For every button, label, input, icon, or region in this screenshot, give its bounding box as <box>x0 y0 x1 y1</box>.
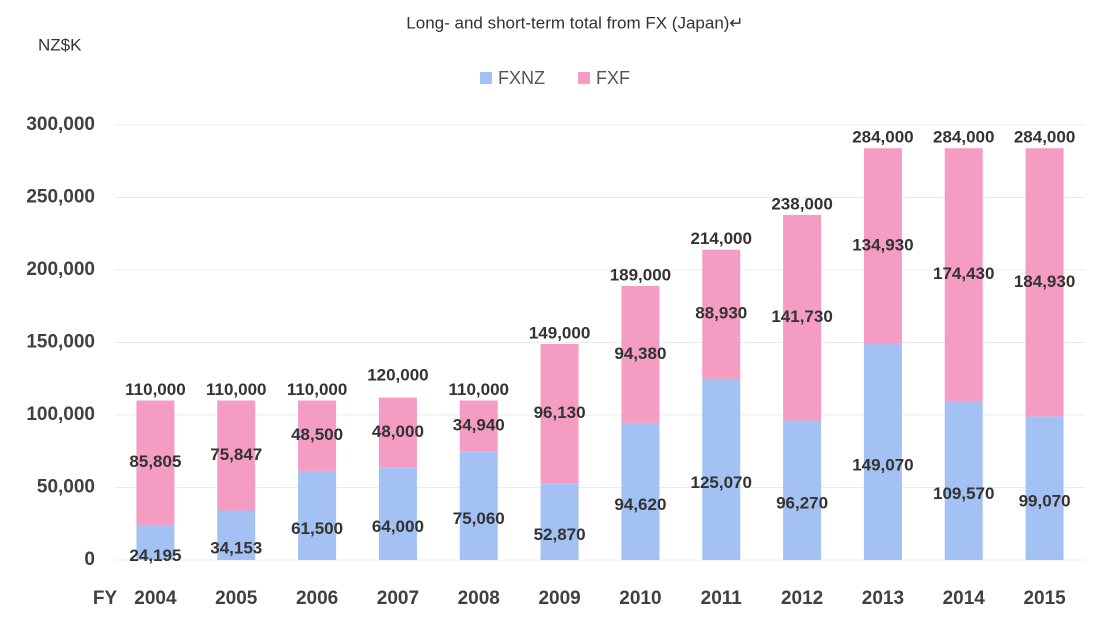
bar-segment <box>136 400 175 525</box>
data-label: 109,570 <box>933 484 994 503</box>
bar-segment <box>298 400 337 471</box>
bar-segment <box>378 397 417 468</box>
total-label: 214,000 <box>691 229 752 248</box>
y-tick-label: 200,000 <box>26 259 95 280</box>
data-label: 96,270 <box>776 494 828 513</box>
total-label: 120,000 <box>367 365 428 384</box>
data-label: 85,805 <box>129 452 181 471</box>
total-label: 284,000 <box>1014 128 1075 147</box>
bar-segment <box>298 470 337 560</box>
data-label: 94,620 <box>614 495 666 514</box>
data-label: 52,870 <box>534 525 586 544</box>
x-tick-label: 2011 <box>701 588 743 609</box>
data-label: 34,153 <box>210 539 262 558</box>
data-label: 134,930 <box>852 236 913 255</box>
data-label: 149,070 <box>852 455 913 474</box>
data-label: 94,380 <box>614 344 666 363</box>
x-tick-label: 2005 <box>215 588 258 609</box>
data-label: 88,930 <box>695 304 747 323</box>
bar-segment <box>944 401 983 560</box>
data-label: 141,730 <box>771 307 832 326</box>
y-tick-label: 100,000 <box>26 404 95 425</box>
y-tick-label: 300,000 <box>26 114 95 135</box>
data-label: 174,430 <box>933 264 994 283</box>
x-tick-label: 2009 <box>538 588 580 609</box>
x-tick-label: 2008 <box>458 588 500 609</box>
bar-segment <box>136 524 175 560</box>
x-tick-label: 2004 <box>134 588 177 609</box>
data-label: 125,070 <box>691 473 752 492</box>
data-label: 61,500 <box>291 519 343 538</box>
x-tick-label: 2014 <box>943 588 986 609</box>
total-label: 284,000 <box>852 128 913 147</box>
y-axis-label: NZ$K <box>38 35 82 54</box>
total-label: 110,000 <box>125 380 186 399</box>
data-label: 96,130 <box>534 403 586 422</box>
data-label: 34,940 <box>453 415 505 434</box>
total-label: 110,000 <box>206 380 267 399</box>
y-tick-label: 0 <box>84 549 95 570</box>
data-label: 24,195 <box>129 546 181 565</box>
y-tick-label: 250,000 <box>26 187 95 208</box>
bar-segment <box>783 420 822 560</box>
data-label: 48,500 <box>291 425 343 444</box>
bar-segment <box>621 285 660 423</box>
bar-segment <box>459 451 498 560</box>
bar-segment <box>540 343 579 484</box>
bar-segment <box>702 378 741 560</box>
x-tick-label: 2007 <box>377 588 419 609</box>
legend-swatch <box>480 72 492 84</box>
bar-segment <box>863 343 902 560</box>
bar-segment <box>378 467 417 560</box>
x-tick-label: 2012 <box>781 588 823 609</box>
x-tick-label: 2015 <box>1023 588 1066 609</box>
x-axis-label: FY <box>93 588 118 609</box>
bar-segment <box>1025 148 1064 417</box>
bar-segment <box>621 422 660 560</box>
data-label: 99,070 <box>1019 492 1071 511</box>
y-tick-label: 50,000 <box>37 477 95 498</box>
legend-swatch <box>578 72 590 84</box>
chart-title: Long- and short-term total from FX (Japa… <box>406 13 743 32</box>
legend-label: FXF <box>596 68 630 88</box>
x-tick-label: 2013 <box>862 588 904 609</box>
data-label: 75,060 <box>453 509 505 528</box>
total-label: 110,000 <box>287 380 348 399</box>
data-label: 48,000 <box>372 422 424 441</box>
x-tick-label: 2006 <box>296 588 338 609</box>
bar-segment <box>540 483 579 560</box>
data-label: 184,930 <box>1014 272 1075 291</box>
data-label: 75,847 <box>210 445 262 464</box>
legend-label: FXNZ <box>498 68 545 88</box>
total-label: 149,000 <box>529 323 590 342</box>
bar-segment <box>1025 416 1064 560</box>
bar-segment <box>459 400 498 452</box>
bar-segment <box>783 214 822 421</box>
bar-segment <box>217 510 256 560</box>
data-label: 64,000 <box>372 517 424 536</box>
total-label: 189,000 <box>610 265 671 284</box>
bar-segment <box>702 249 741 379</box>
bar-segment <box>217 400 256 511</box>
total-label: 238,000 <box>771 194 832 213</box>
bar-segment <box>944 148 983 402</box>
x-tick-label: 2010 <box>619 588 661 609</box>
total-label: 110,000 <box>448 380 509 399</box>
bar-segment <box>863 148 902 344</box>
y-tick-label: 150,000 <box>26 332 95 353</box>
total-label: 284,000 <box>933 128 994 147</box>
